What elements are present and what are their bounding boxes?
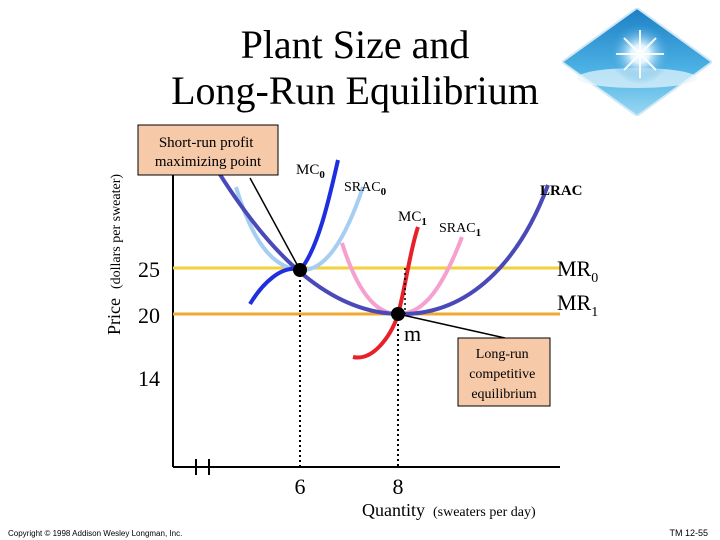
mr0-label: MR0 — [557, 256, 598, 286]
point-m-label: m — [404, 321, 421, 346]
callout-long-run-box — [457, 337, 551, 407]
title-line-1: Plant Size and — [240, 22, 470, 67]
srac0-curve — [234, 186, 365, 273]
x-axis-label: Quantity (sweaters per day) — [362, 500, 536, 520]
srac0-label: SRAC0 — [344, 180, 387, 198]
callout-short-run-text: Short-run profit maximizing point — [155, 135, 262, 170]
slide-number: TM 12-55 — [669, 528, 708, 538]
x-axis-label-units: (sweaters per day) — [433, 505, 536, 520]
x-axis-label-main: Quantity — [362, 500, 425, 520]
callout-short-run-line-2: maximizing point — [155, 154, 262, 170]
long-run-point-m — [391, 307, 405, 321]
srac1-label: SRAC1 — [439, 221, 481, 239]
callout-long-run-line-1: Long-run — [476, 347, 529, 362]
short-run-point — [293, 263, 307, 277]
callout-long-run-text: Long-run competitive equilibrium — [469, 347, 539, 402]
y-axis-label: Price (dollars per sweater) — [104, 174, 124, 335]
x-tick-8: 8 — [393, 474, 404, 499]
lrac-label: LRAC — [540, 183, 583, 199]
x-tick-6: 6 — [295, 474, 306, 499]
title-line-2: Long-Run Equilibrium — [171, 68, 539, 113]
callout-leader-short-run — [249, 177, 301, 271]
callout-long-run-line-3: equilibrium — [471, 387, 536, 402]
decorative-ocean-image — [562, 8, 712, 116]
callout-short-run-box — [137, 124, 279, 176]
y-tick-14: 14 — [138, 366, 160, 391]
callout-leader-long-run — [397, 313, 506, 339]
y-tick-20: 20 — [138, 303, 160, 328]
y-tick-25: 25 — [138, 257, 160, 282]
slide-title: Plant Size and Long-Run Equilibrium — [120, 22, 590, 114]
callout-long-run-line-2: competitive — [469, 367, 535, 382]
callout-short-run-line-1: Short-run profit — [159, 135, 254, 151]
mc1-label: MC1 — [398, 209, 427, 228]
y-axis-label-main: Price — [104, 298, 124, 335]
mr1-label: MR1 — [557, 290, 598, 320]
y-axis-label-units: (dollars per sweater) — [109, 174, 124, 289]
mc0-label: MC0 — [296, 162, 325, 181]
copyright-text: Copyright © 1998 Addison Wesley Longman,… — [8, 529, 183, 538]
